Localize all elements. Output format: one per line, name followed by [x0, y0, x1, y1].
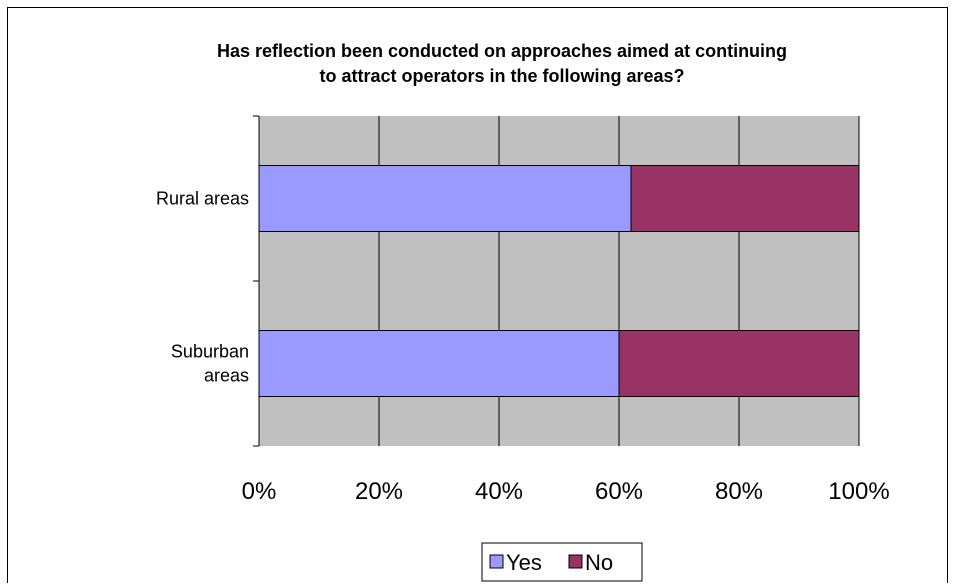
legend: Yes No [481, 542, 643, 582]
bar-no-1 [618, 330, 860, 397]
bar-no-0 [630, 165, 860, 232]
legend-swatch-no [568, 554, 583, 569]
bar-yes-0 [258, 165, 632, 232]
x-tick-label: 20% [355, 478, 403, 505]
bar-yes-1 [258, 330, 620, 397]
x-tick-label: 40% [475, 478, 523, 505]
chart-frame: Has reflection been conducted on approac… [7, 7, 948, 583]
legend-box [481, 542, 643, 582]
legend-swatch-yes [489, 554, 504, 569]
legend-label-yes: Yes [506, 550, 542, 575]
x-tick-label: 0% [242, 478, 277, 505]
x-tick-label: 100% [828, 478, 889, 505]
category-label: Rural areas [156, 189, 249, 209]
chart-title-line-1: Has reflection been conducted on approac… [217, 41, 787, 61]
chart-title-line-2: to attract operators in the following ar… [319, 66, 684, 86]
category-label: areas [204, 366, 249, 386]
chart: Has reflection been conducted on approac… [156, 41, 890, 582]
category-label: Suburban [171, 342, 249, 362]
legend-label-no: No [585, 550, 613, 575]
x-tick-label: 80% [715, 478, 763, 505]
plot-area: Rural areas Suburban areas 0% 20% 40% 60% 80% 10… [156, 115, 890, 505]
x-tick-label: 60% [595, 478, 643, 505]
